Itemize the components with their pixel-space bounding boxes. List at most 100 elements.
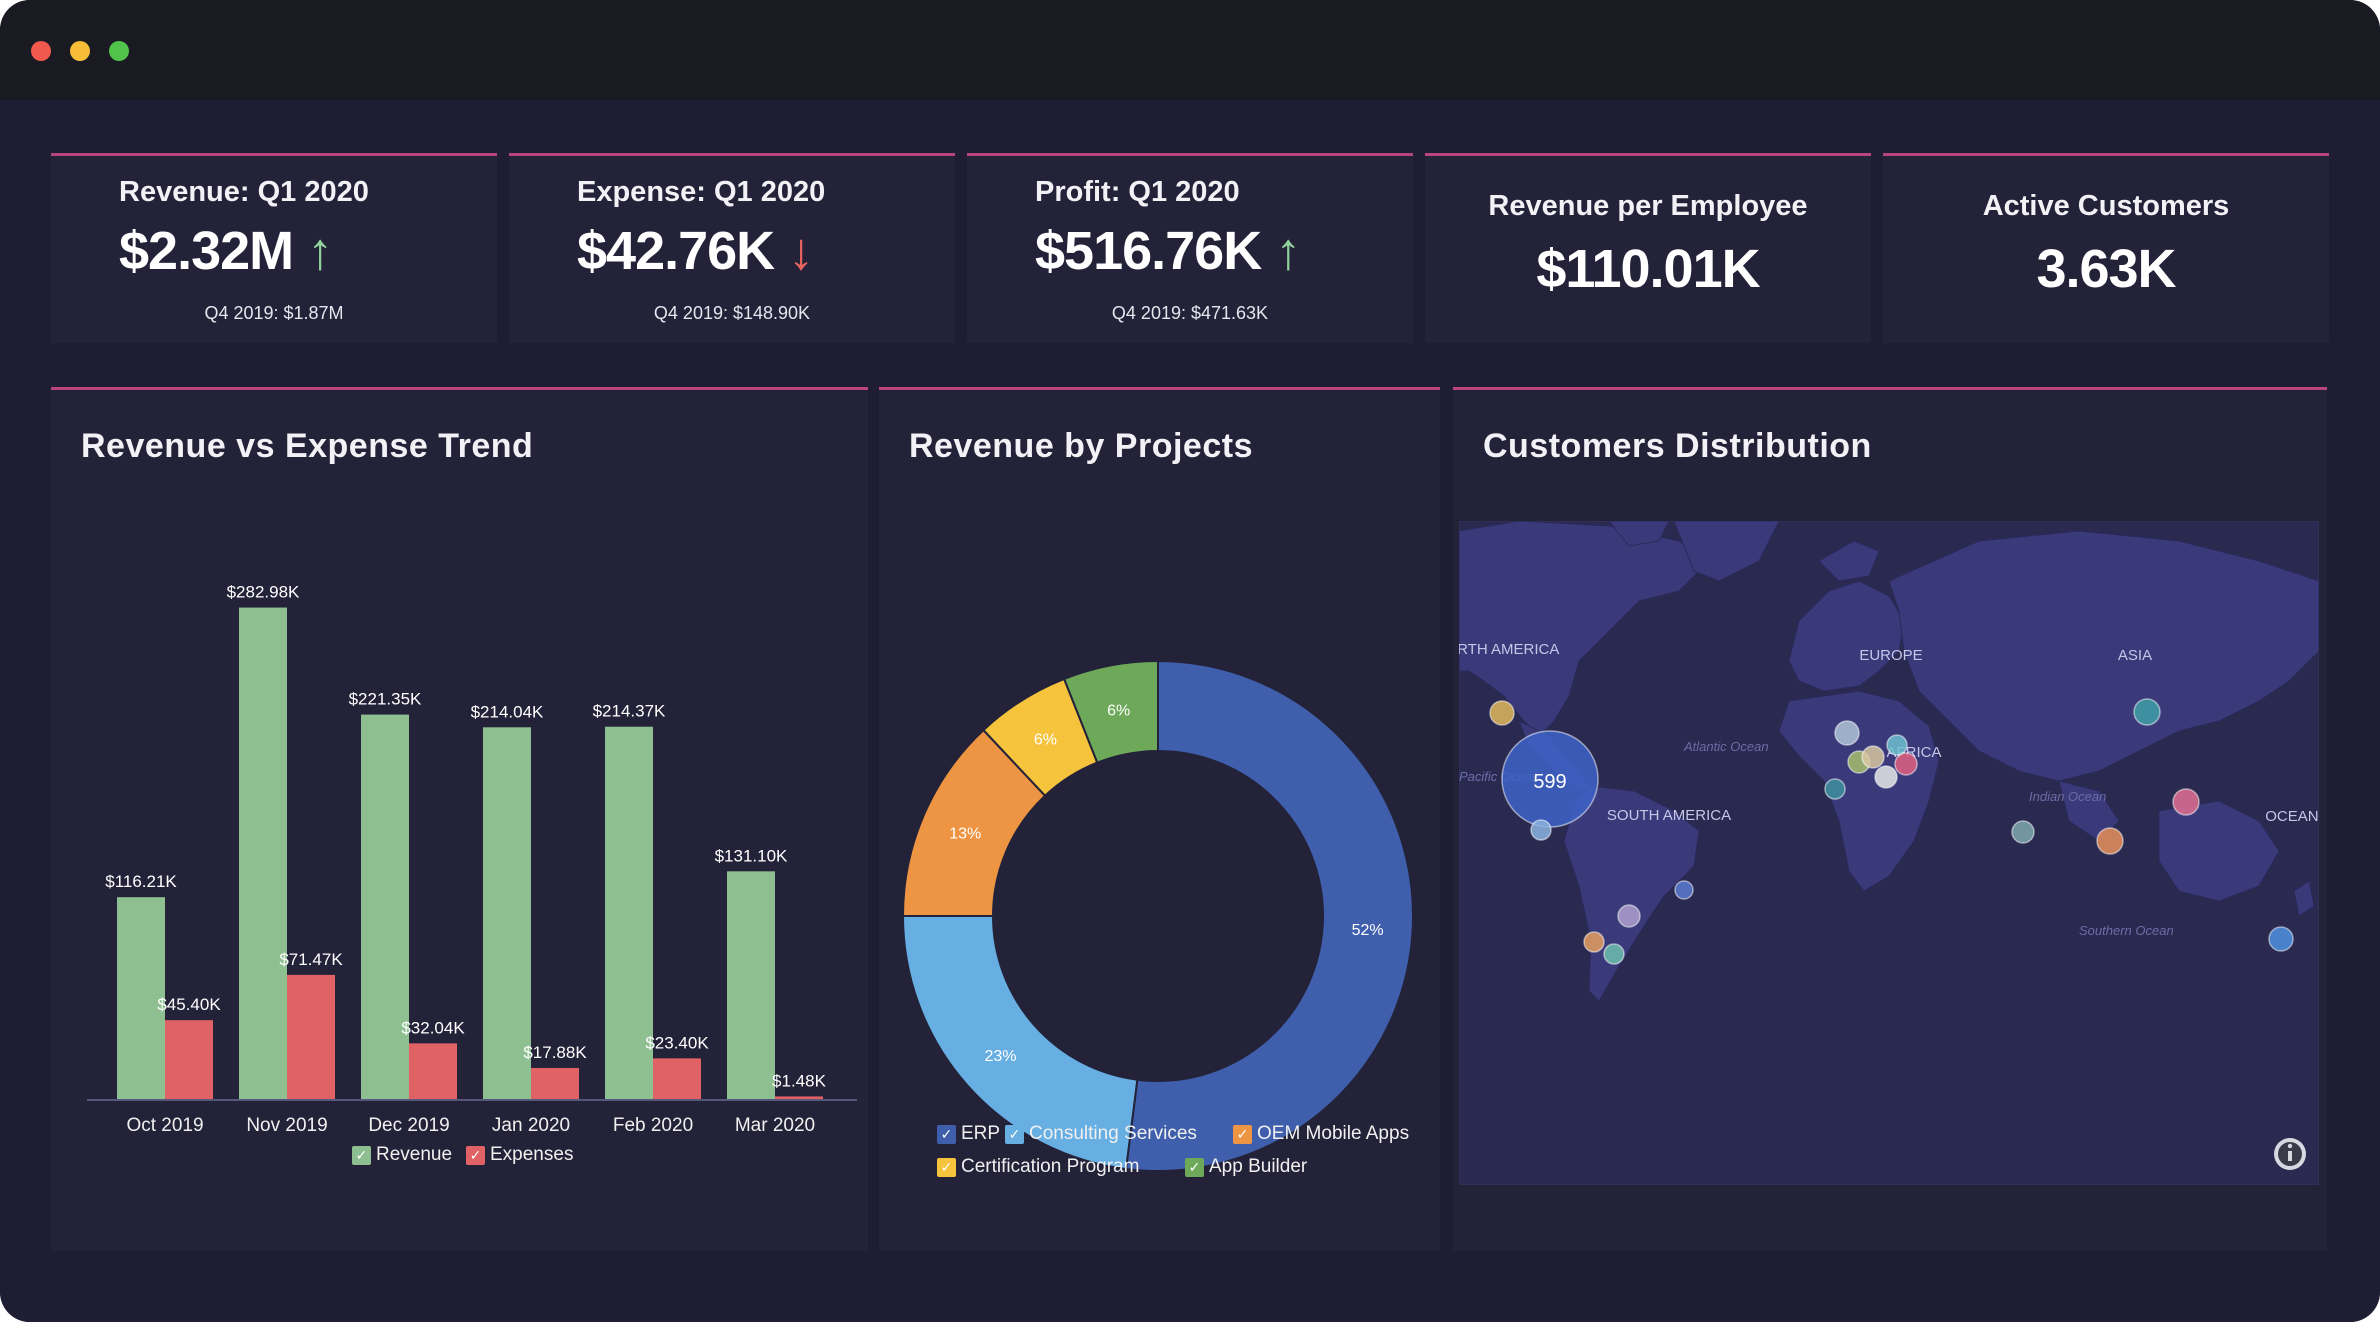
label-atlantic-ocean: Atlantic Ocean (1683, 739, 1769, 754)
data-label: $214.04K (471, 702, 544, 721)
label-north-america: NORTH AMERICA (1459, 641, 1559, 658)
panel-title: Customers Distribution (1483, 427, 1872, 465)
customer-marker[interactable] (1834, 720, 1860, 746)
data-label: $71.47K (279, 950, 343, 969)
legend-item-expenses[interactable]: ✓ Expenses (466, 1144, 573, 1166)
minimize-window-button[interactable] (70, 41, 90, 61)
checkbox-icon[interactable]: ✓ (1005, 1124, 1024, 1144)
customer-marker[interactable] (1617, 904, 1641, 928)
customer-marker[interactable] (1530, 819, 1552, 841)
customer-marker[interactable] (2172, 788, 2200, 816)
title-bar (0, 0, 2380, 100)
kpi-card-expense[interactable]: Expense: Q1 2020 $42.76K ↓ Q4 2019: $148.… (509, 153, 955, 343)
customer-marker[interactable] (1674, 880, 1694, 900)
kpi-card-active-customers[interactable]: Active Customers 3.63K (1883, 153, 2329, 343)
customer-marker[interactable] (1894, 752, 1918, 776)
legend-label: Consulting Services (1029, 1123, 1197, 1144)
data-label: $23.40K (645, 1033, 709, 1052)
bar-revenue[interactable] (117, 897, 165, 1099)
label-south-america: SOUTH AMERICA (1607, 807, 1731, 824)
x-tick-label: Oct 2019 (126, 1115, 203, 1136)
maximize-window-button[interactable] (109, 41, 129, 61)
data-label: $214.37K (593, 702, 666, 721)
kpi-comparison: Q4 2019: $471.63K (1111, 303, 1269, 323)
bar-revenue[interactable] (605, 726, 653, 1099)
world-map[interactable]: NORTH AMERICA EUROPE ASIA AFRICA SOUTH A… (1459, 521, 2319, 1185)
checkbox-icon[interactable]: ✓ (937, 1157, 956, 1177)
kpi-card-profit[interactable]: Profit: Q1 2020 $516.76K ↑ Q4 2019: $471.… (967, 153, 1413, 343)
x-tick-label: Feb 2020 (613, 1115, 693, 1136)
customer-marker[interactable] (2096, 827, 2124, 855)
slice-label: 52% (1352, 922, 1384, 939)
info-icon[interactable] (2274, 1138, 2306, 1170)
bar-expenses[interactable] (409, 1043, 457, 1099)
bar-revenue[interactable] (239, 607, 287, 1099)
kpi-card-revenue[interactable]: Revenue: Q1 2020 $2.32M ↑ Q4 2019: $1.87M (51, 153, 497, 343)
legend-item-erp[interactable]: ✓ ERP (937, 1123, 1000, 1145)
data-label: $17.88K (523, 1043, 587, 1062)
kpi-comparison: Q4 2019: $1.87M (204, 303, 344, 323)
dashboard: Revenue: Q1 2020 $2.32M ↑ Q4 2019: $1.87M… (0, 100, 2380, 1322)
legend-label: App Builder (1209, 1156, 1308, 1177)
data-label: $45.40K (157, 995, 221, 1014)
checkbox-icon[interactable]: ✓ (466, 1145, 485, 1165)
checkbox-icon[interactable]: ✓ (352, 1145, 371, 1165)
customer-markers (1489, 698, 2294, 965)
continent-asia (1888, 530, 2319, 782)
panel-revenue-expense-trend: Revenue vs Expense Trend $116.21K $45.40K… (51, 387, 868, 1251)
bar-expenses[interactable] (287, 974, 335, 1099)
checkbox-icon[interactable]: ✓ (1185, 1157, 1204, 1177)
kpi-title: Revenue: Q1 2020 (119, 176, 369, 208)
customer-marker[interactable] (2133, 698, 2161, 726)
checkbox-icon[interactable]: ✓ (1233, 1124, 1252, 1144)
legend-label: Expenses (490, 1144, 574, 1165)
x-tick-label: Mar 2020 (735, 1115, 815, 1136)
bar-expenses[interactable] (165, 1020, 213, 1099)
customer-marker[interactable] (1603, 943, 1625, 965)
kpi-title: Active Customers (1982, 190, 2230, 222)
kpi-value: 3.63K (2036, 239, 2176, 299)
bar-expenses[interactable] (775, 1096, 823, 1099)
customer-marker[interactable] (2011, 820, 2035, 844)
customer-marker[interactable] (1489, 700, 1515, 726)
label-europe: EUROPE (1859, 647, 1922, 664)
customer-marker[interactable] (1583, 931, 1605, 953)
kpi-comparison: Q4 2019: $148.90K (653, 303, 811, 323)
panel-title: Revenue by Projects (909, 427, 1253, 465)
bar-revenue[interactable] (483, 727, 531, 1099)
customer-marker[interactable] (1874, 765, 1898, 789)
legend-item-certification-program[interactable]: ✓ Certification Program (937, 1156, 1139, 1178)
label-indian-ocean: Indian Ocean (2029, 789, 2106, 804)
customer-marker[interactable] (2268, 926, 2294, 952)
kpi-value: $110.01K (1536, 239, 1760, 299)
scandinavia (1818, 540, 1880, 582)
kpi-title: Profit: Q1 2020 (1035, 176, 1240, 208)
customer-marker[interactable] (1861, 745, 1885, 769)
bar-revenue[interactable] (727, 871, 775, 1099)
slice-label: 6% (1034, 732, 1057, 749)
customer-marker[interactable] (1824, 778, 1846, 800)
checkbox-icon[interactable]: ✓ (937, 1124, 956, 1144)
legend-label: Revenue (376, 1144, 453, 1165)
legend-item-oem-mobile-apps[interactable]: ✓ OEM Mobile Apps (1233, 1123, 1409, 1145)
legend-item-revenue[interactable]: ✓ Revenue (352, 1144, 452, 1166)
legend-item-consulting-services[interactable]: ✓ Consulting Services (1005, 1123, 1197, 1145)
kpi-card-revenue-per-employee[interactable]: Revenue per Employee $110.01K (1425, 153, 1871, 343)
slice-label: 13% (949, 826, 981, 843)
panel-revenue-by-projects: Revenue by Projects 52% 23% 13% 6% 6% ✓ ERP ✓ C… (879, 387, 1440, 1251)
kpi-title: Expense: Q1 2020 (577, 176, 826, 208)
kpi-value: $516.76K (1035, 221, 1262, 281)
bar-expenses[interactable] (653, 1058, 701, 1099)
bar-revenue[interactable] (361, 714, 409, 1099)
slice-app-builder[interactable] (1062, 659, 1159, 764)
panel-title: Revenue vs Expense Trend (81, 427, 534, 465)
slice-label: 6% (1107, 703, 1130, 720)
bar-expenses[interactable] (531, 1067, 579, 1099)
customer-marker[interactable] (1886, 734, 1908, 756)
legend-item-app-builder[interactable]: ✓ App Builder (1185, 1156, 1307, 1178)
close-window-button[interactable] (31, 41, 51, 61)
x-tick-label: Jan 2020 (492, 1115, 570, 1136)
label-asia: ASIA (2118, 647, 2152, 664)
slice-erp[interactable] (1124, 659, 1414, 1172)
continent-europe (1788, 580, 1905, 692)
